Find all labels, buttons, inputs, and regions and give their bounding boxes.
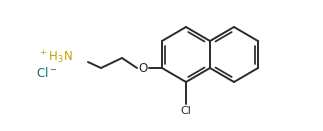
Text: $^+$H$_3$N: $^+$H$_3$N (38, 48, 72, 66)
Text: Cl: Cl (181, 106, 192, 116)
Text: O: O (138, 61, 148, 75)
Text: Cl$^-$: Cl$^-$ (36, 66, 57, 80)
